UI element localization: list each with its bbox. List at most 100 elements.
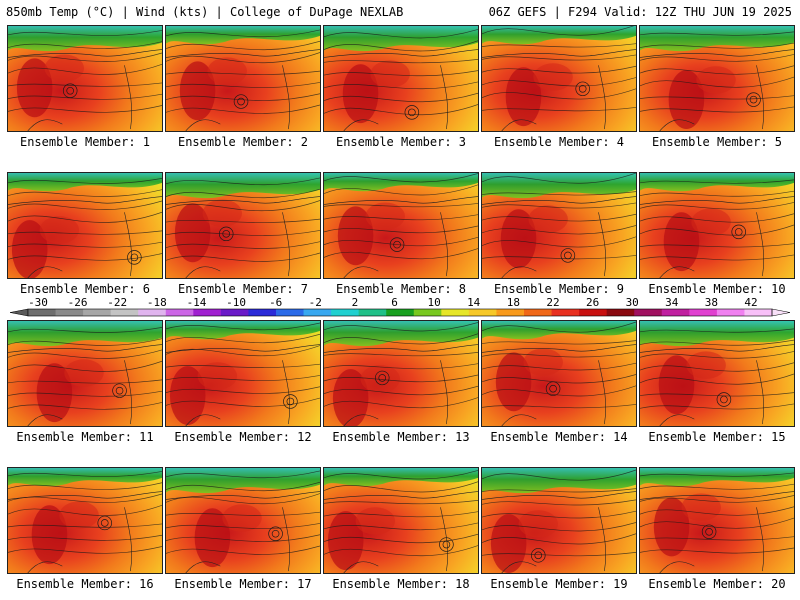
- ensemble-map-panel: [481, 320, 637, 427]
- colorbar-tick-label: 2: [352, 297, 359, 309]
- colorbar-swatch: [441, 309, 470, 316]
- ensemble-map-panel: [639, 320, 795, 427]
- colorbar-swatch: [716, 309, 745, 316]
- colorbar-swatch: [551, 309, 580, 316]
- colorbar-tick-label: 38: [705, 297, 718, 309]
- ensemble-map-panel: [323, 25, 479, 132]
- colorbar-graphic: -30 -26 -22 -18 -14 -10 -6 -2 2 6 10 14 18 22 26 30 34 38…: [9, 297, 791, 317]
- temperature-wind-map: [166, 173, 320, 278]
- colorbar-tick-label: -6: [269, 297, 282, 309]
- colorbar-tick-label: -18: [147, 297, 167, 309]
- colorbar-tick-label: -2: [309, 297, 322, 309]
- colorbar-tick-label: 22: [546, 297, 559, 309]
- temperature-wind-map: [482, 26, 636, 131]
- colorbar-tick-label: -26: [68, 297, 88, 309]
- colorbar-swatch: [744, 309, 773, 316]
- colorbar-swatch: [661, 309, 690, 316]
- ensemble-map-panel: [7, 172, 163, 279]
- ensemble-map-panel: [165, 25, 321, 132]
- ensemble-map-panel: [639, 172, 795, 279]
- ensemble-member-label: Ensemble Member: 7: [177, 282, 309, 296]
- temperature-wind-map: [8, 468, 162, 573]
- colorbar-swatch: [496, 309, 525, 316]
- map-title: 850mb Temp (°C) | Wind (kts) | College o…: [6, 5, 404, 19]
- temperature-wind-map: [482, 321, 636, 426]
- temperature-wind-map: [640, 173, 794, 278]
- colorbar-tick-label: 42: [744, 297, 757, 309]
- ensemble-map-panel: [323, 320, 479, 427]
- temperature-wind-map: [324, 173, 478, 278]
- temperature-wind-map: [166, 321, 320, 426]
- colorbar-swatch: [248, 309, 277, 316]
- temperature-wind-map: [324, 321, 478, 426]
- colorbar-tick-label: 30: [626, 297, 639, 309]
- temperature-wind-map: [640, 468, 794, 573]
- colorbar-swatch: [110, 309, 139, 316]
- ensemble-member-label: Ensemble Member: 12: [174, 430, 312, 444]
- colorbar-swatch: [165, 309, 194, 316]
- colorbar-tick-label: 26: [586, 297, 599, 309]
- colorbar-tick-label: 10: [427, 297, 440, 309]
- colorbar-tick-label: -22: [107, 297, 127, 309]
- colorbar-swatch: [331, 309, 360, 316]
- temperature-wind-map: [324, 26, 478, 131]
- ensemble-map-panel: [639, 467, 795, 574]
- temperature-wind-map: [166, 26, 320, 131]
- ensemble-member-label: Ensemble Member: 20: [648, 577, 786, 591]
- temperature-wind-map: [482, 468, 636, 573]
- temperature-wind-map: [8, 26, 162, 131]
- temperature-colorbar: -30 -26 -22 -18 -14 -10 -6 -2 2 6 10 14 18 22 26 30 34 38…: [6, 297, 794, 319]
- colorbar-tick-label: -30: [28, 297, 48, 309]
- ensemble-member-label: Ensemble Member: 3: [335, 135, 467, 149]
- ensemble-map-panel: [7, 320, 163, 427]
- ensemble-map-panel: [7, 467, 163, 574]
- colorbar-swatch: [358, 309, 387, 316]
- model-run-info: 06Z GEFS | F294 Valid: 12Z THU JUN 19 20…: [488, 5, 792, 19]
- ensemble-member-label: Ensemble Member: 4: [493, 135, 625, 149]
- colorbar-swatch: [55, 309, 84, 316]
- colorbar-tick-label: 34: [665, 297, 679, 309]
- colorbar-tick-label: 14: [467, 297, 481, 309]
- ensemble-member-label: Ensemble Member: 19: [490, 577, 628, 591]
- colorbar-tick-label: 18: [507, 297, 520, 309]
- colorbar-tick-label: -10: [226, 297, 246, 309]
- ensemble-member-label: Ensemble Member: 9: [493, 282, 625, 296]
- colorbar-swatch: [138, 309, 167, 316]
- temperature-wind-map: [640, 321, 794, 426]
- ensemble-member-label: Ensemble Member: 15: [648, 430, 786, 444]
- ensemble-member-label: Ensemble Member: 14: [490, 430, 628, 444]
- colorbar-swatch: [468, 309, 497, 316]
- colorbar-swatch: [386, 309, 415, 316]
- colorbar-swatch: [606, 309, 635, 316]
- ensemble-member-label: Ensemble Member: 18: [332, 577, 470, 591]
- colorbar-swatch: [524, 309, 552, 316]
- temperature-wind-map: [324, 468, 478, 573]
- ensemble-member-label: Ensemble Member: 13: [332, 430, 470, 444]
- ensemble-map-panel: [165, 172, 321, 279]
- ensemble-member-label: Ensemble Member: 17: [174, 577, 312, 591]
- colorbar-swatch: [83, 309, 112, 316]
- ensemble-map-panel: [7, 25, 163, 132]
- colorbar-swatch: [634, 309, 663, 316]
- temperature-wind-map: [8, 173, 162, 278]
- temperature-wind-map: [640, 26, 794, 131]
- ensemble-map-panel: [165, 467, 321, 574]
- colorbar-swatch: [276, 309, 304, 316]
- colorbar-swatch: [413, 309, 442, 316]
- colorbar-swatch: [220, 309, 249, 316]
- temperature-wind-map: [8, 321, 162, 426]
- ensemble-member-label: Ensemble Member: 5: [651, 135, 783, 149]
- ensemble-member-label: Ensemble Member: 11: [16, 430, 154, 444]
- colorbar-swatch: [579, 309, 608, 316]
- ensemble-map-panel: [165, 320, 321, 427]
- ensemble-member-label: Ensemble Member: 1: [19, 135, 151, 149]
- ensemble-member-label: Ensemble Member: 10: [648, 282, 786, 296]
- ensemble-map-panel: [481, 25, 637, 132]
- temperature-wind-map: [482, 173, 636, 278]
- colorbar-tick-label: -14: [187, 297, 207, 309]
- ensemble-map-panel: [323, 467, 479, 574]
- temperature-wind-map: [166, 468, 320, 573]
- ensemble-member-label: Ensemble Member: 16: [16, 577, 154, 591]
- ensemble-member-label: Ensemble Member: 8: [335, 282, 467, 296]
- colorbar-swatch: [28, 309, 56, 316]
